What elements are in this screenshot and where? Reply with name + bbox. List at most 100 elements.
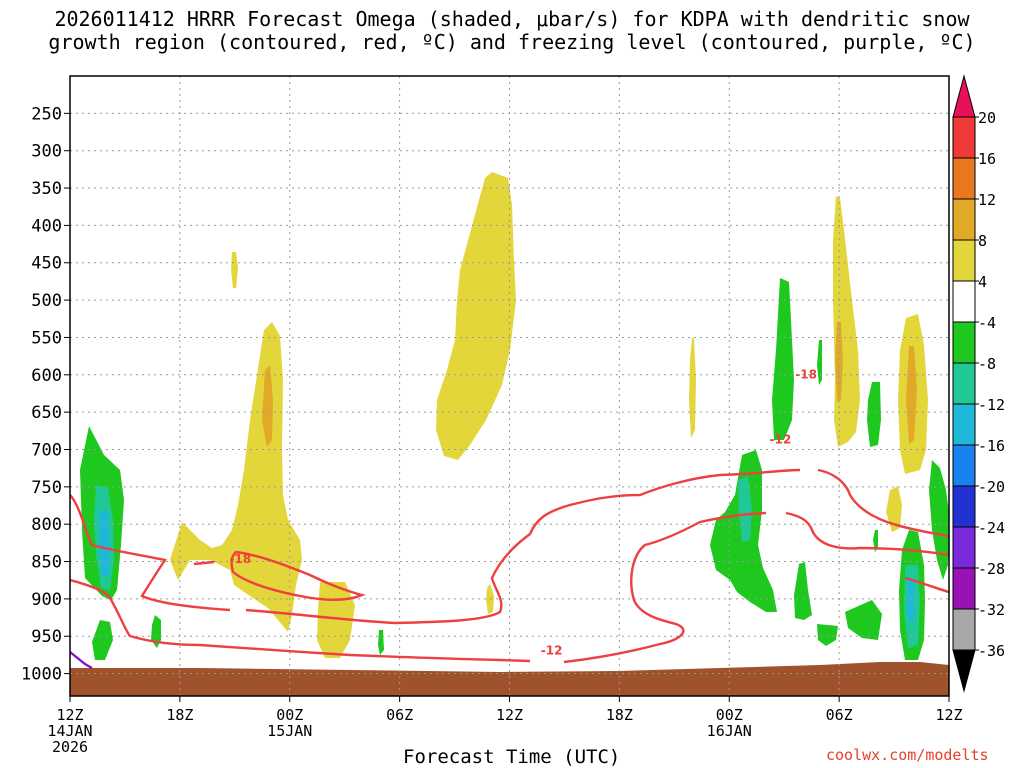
omega-positive-region <box>170 322 302 632</box>
y-tick-label: 300 <box>31 142 62 162</box>
omega-negative-region <box>151 615 161 648</box>
colorbar-label: -4 <box>978 314 996 332</box>
colorbar-swatch <box>952 403 976 446</box>
y-tick-label: 250 <box>31 104 62 124</box>
contour-label: -12 <box>770 432 792 446</box>
colorbar-label: -28 <box>978 560 1005 578</box>
colorbar-swatch <box>952 608 976 651</box>
y-tick-label: 600 <box>31 366 62 386</box>
y-tick-label: 350 <box>31 179 62 199</box>
colorbar-label: -8 <box>978 355 996 373</box>
colorbar-swatch <box>952 362 976 405</box>
colorbar-label: 16 <box>978 150 996 168</box>
omega-positive-region <box>833 196 860 447</box>
credit-text: coolwx.com/modelts <box>826 746 989 764</box>
x-tick-label: 00Z <box>276 706 303 724</box>
colorbar-label: -16 <box>978 437 1005 455</box>
omega-negative-region <box>873 530 878 552</box>
omega-positive-region <box>231 252 238 288</box>
colorbar-label: 8 <box>978 232 987 250</box>
y-tick-label: 800 <box>31 515 62 535</box>
omega-strongest-negative-region <box>99 510 110 576</box>
x-tick-sublabel: 2026 <box>52 738 88 756</box>
y-tick-label: 500 <box>31 291 62 311</box>
x-tick-sublabel: 14JAN <box>47 722 92 740</box>
chart-title-line2: growth region (contoured, red, ºC) and f… <box>48 30 976 54</box>
omega-negative-region <box>817 340 822 385</box>
chart-title-line1: 2026011412 HRRR Forecast Omega (shaded, … <box>54 7 970 31</box>
dgz-contour-line <box>70 468 949 625</box>
colorbar-swatch <box>952 444 976 487</box>
colorbar-swatch <box>952 198 976 241</box>
colorbar-swatch <box>952 157 976 200</box>
colorbar-swatch <box>952 526 976 569</box>
omega-positive-region <box>689 338 696 438</box>
terrain-fill <box>70 662 949 696</box>
x-tick-label: 12Z <box>496 706 523 724</box>
colorbar: 20 16 12 8 4 -4 -8 -12 -16 -20 -24 -28 -32 -36 <box>952 74 1005 693</box>
contour-labels: -18 -12 -18 -12 <box>229 367 817 657</box>
omega-negative-region <box>929 460 949 580</box>
y-tick-label: 900 <box>31 590 62 610</box>
colorbar-label: -20 <box>978 478 1005 496</box>
y-tick-label: 750 <box>31 478 62 498</box>
omega-positive-region <box>436 172 516 460</box>
plot-frame <box>69 75 950 697</box>
x-tick-label: 12Z <box>935 706 962 724</box>
omega-negative-region <box>794 562 812 620</box>
colorbar-swatch <box>952 567 976 610</box>
omega-strong-positive-region <box>262 365 273 447</box>
colorbar-swatch <box>952 280 976 323</box>
x-tick-label: 18Z <box>606 706 633 724</box>
omega-negative-region <box>92 620 113 660</box>
dgz-contours <box>70 468 949 664</box>
x-tick-label: 12Z <box>56 706 83 724</box>
x-tick-label: 06Z <box>826 706 853 724</box>
y-tick-label: 450 <box>31 254 62 274</box>
colorbar-label: -24 <box>978 519 1005 537</box>
dgz-contour-line <box>193 560 215 566</box>
x-tick-sublabel: 15JAN <box>267 722 312 740</box>
x-tick-label: 00Z <box>716 706 743 724</box>
omega-positive-region <box>886 486 902 532</box>
colorbar-label: 4 <box>978 273 987 291</box>
colorbar-swatch <box>952 239 976 282</box>
y-tick-label: 850 <box>31 553 62 573</box>
colorbar-bottom-triangle <box>952 649 976 693</box>
omega-negative-region <box>845 600 882 640</box>
omega-negative-region <box>378 630 384 655</box>
omega-negative-region <box>817 624 838 646</box>
omega-strong-negative-region <box>738 476 752 542</box>
colorbar-label: 20 <box>978 109 996 127</box>
omega-strong-positive-region <box>906 346 917 444</box>
omega-positive-region <box>317 582 355 658</box>
colorbar-label: -36 <box>978 642 1005 660</box>
x-tick-sublabel: 16JAN <box>707 722 752 740</box>
x-tick-label: 18Z <box>166 706 193 724</box>
y-tick-label: 550 <box>31 328 62 348</box>
y-tick-label: 950 <box>31 627 62 647</box>
dgz-contour-line <box>230 550 366 601</box>
y-tick-label: 650 <box>31 403 62 423</box>
contour-label: -18 <box>229 552 251 566</box>
omega-strong-positive-region <box>835 322 843 402</box>
omega-negative-region <box>867 382 881 447</box>
y-tick-label: 400 <box>31 216 62 236</box>
x-axis-title: Forecast Time (UTC) <box>403 746 621 768</box>
contour-label: -12 <box>541 644 563 658</box>
dgz-contour-line <box>70 511 949 664</box>
omega-negative-region <box>772 278 794 440</box>
colorbar-label: -32 <box>978 601 1005 619</box>
chart-title: 2026011412 HRRR Forecast Omega (shaded, … <box>0 8 1024 54</box>
y-tick-label: 700 <box>31 440 62 460</box>
grid <box>70 76 949 696</box>
dgz-contour-line <box>904 576 949 594</box>
colorbar-label: 12 <box>978 191 996 209</box>
y-axis: 250 300 350 400 450 500 550 600 650 700 750 800 850 9… <box>21 104 70 685</box>
colorbar-label: -12 <box>978 396 1005 414</box>
x-tick-label: 06Z <box>386 706 413 724</box>
colorbar-swatch <box>952 485 976 528</box>
colorbar-swatch <box>952 321 976 364</box>
